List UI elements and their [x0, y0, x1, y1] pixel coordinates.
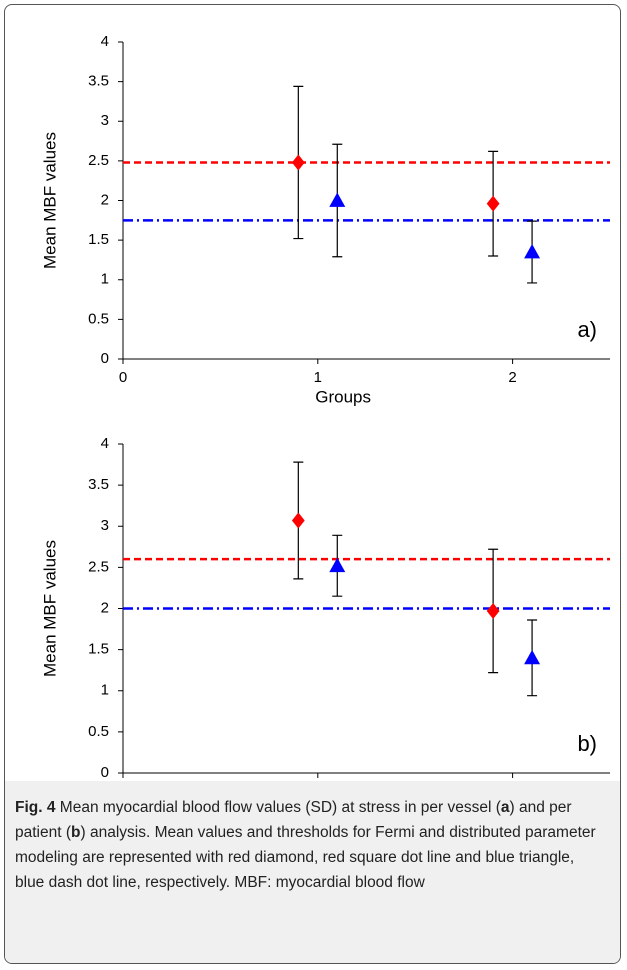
y-tick-label: 0.5 [88, 310, 109, 327]
y-tick-label: 2 [101, 599, 109, 616]
y-tick-label: 4 [101, 435, 109, 452]
caption-text: Mean myocardial blood flow values (SD) a… [55, 799, 501, 816]
x-tick-label: 2 [508, 369, 516, 386]
y-tick-label: 4 [101, 33, 109, 50]
x-tick-label: 1 [314, 369, 322, 386]
caption-text: ) and per patient ( [15, 799, 572, 841]
y-tick-label: 0 [101, 764, 109, 781]
panel-label: b) [577, 731, 597, 756]
y-tick-label: 3 [101, 112, 109, 129]
x-axis-label: Groups [315, 387, 371, 406]
y-tick-label: 2.5 [88, 152, 109, 169]
marker [291, 154, 305, 171]
y-tick-label: 2 [101, 191, 109, 208]
y-axis-label: Mean MBF values [40, 132, 59, 269]
figure: 0 0.5 1 1.5 2 2.5 3 3.5 4 0 1 2 Groups Mean MBF value… [4, 4, 621, 964]
y-tick-label: 2.5 [88, 558, 109, 575]
panel-label: a) [577, 317, 597, 342]
caption-text: b [71, 824, 81, 841]
caption-text: a [500, 799, 510, 816]
caption: Fig. 4 Mean myocardial blood flow values… [5, 781, 620, 963]
y-tick-label: 3 [101, 517, 109, 534]
marker [291, 512, 305, 529]
y-tick-label: 1 [101, 682, 109, 699]
x-tick-label: 0 [119, 369, 127, 386]
y-tick-label: 1.5 [88, 231, 109, 248]
y-tick-label: 1 [101, 271, 109, 288]
y-tick-label: 3.5 [88, 476, 109, 493]
y-tick-label: 0.5 [88, 723, 109, 740]
marker [486, 602, 500, 619]
y-axis-label: Mean MBF values [40, 540, 59, 677]
marker [329, 192, 346, 207]
y-tick-label: 0 [101, 350, 109, 367]
caption-label: Fig. 4 [15, 799, 56, 816]
marker [329, 557, 346, 573]
y-tick-label: 3.5 [88, 73, 109, 90]
marker [524, 649, 541, 665]
marker [524, 244, 541, 259]
caption-text: ) analysis. Mean values and thresholds f… [15, 824, 596, 891]
charts: 0 0.5 1 1.5 2 2.5 3 3.5 4 0 1 2 Groups Mean MBF value… [40, 33, 610, 790]
y-tick-label: 1.5 [88, 641, 109, 658]
marker [486, 195, 500, 212]
